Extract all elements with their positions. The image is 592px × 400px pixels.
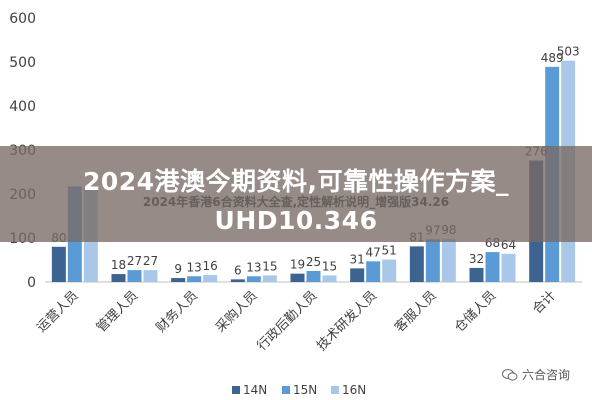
wechat-icon [501, 368, 518, 381]
watermark-text: 六合咨询 [521, 368, 570, 382]
data-label: 9 [174, 262, 182, 276]
x-tick-label: 运营人员 [34, 288, 81, 335]
legend-swatch-16N [331, 386, 339, 394]
bar-15N [127, 270, 142, 282]
y-tick-label: 600 [9, 11, 36, 27]
bar-15N [425, 239, 440, 282]
bar-15N [485, 252, 500, 282]
data-label: 31 [350, 252, 365, 266]
legend-swatch-15N [282, 386, 290, 394]
bar-16N [501, 253, 516, 282]
x-tick-label: 合计 [530, 288, 559, 317]
x-tick-label: 财务人员 [153, 288, 201, 336]
data-label: 13 [246, 260, 261, 274]
data-label: 15 [262, 259, 277, 273]
legend: 14N 15N 16N [232, 383, 366, 397]
data-label: 51 [382, 244, 397, 258]
bar-14N [230, 279, 245, 282]
bar-14N [350, 268, 365, 282]
legend-label: 14N [243, 383, 267, 397]
legend-swatch-14N [232, 386, 240, 394]
x-tick-label: 技术研发人员 [314, 288, 380, 354]
data-label: 32 [469, 252, 484, 266]
legend-label: 15N [293, 383, 317, 397]
legend-label: 16N [342, 383, 366, 397]
bar-15N [187, 276, 202, 282]
bar-16N [203, 274, 218, 282]
overlay-title-line1: 2024港澳今期资料,可靠性操作方案_ [82, 167, 510, 196]
bar-14N [409, 246, 424, 282]
data-label: 15 [322, 259, 337, 273]
data-label: 19 [290, 258, 305, 272]
bar-16N [262, 275, 277, 282]
x-tick-label: 客服人员 [392, 288, 440, 336]
bar-16N [441, 238, 456, 282]
bar-16N [322, 275, 337, 282]
data-label: 18 [111, 258, 126, 272]
overlay-title-line2: UHD10.346 [214, 206, 378, 235]
overlay-banner [0, 146, 592, 242]
y-tick-label: 500 [9, 55, 36, 71]
bar-16N [382, 259, 397, 282]
bar-15N [246, 276, 261, 282]
bar-14N [51, 246, 66, 282]
data-label: 489 [541, 51, 564, 65]
bar-14N [290, 273, 305, 282]
x-tick-label: 采购人员 [213, 288, 261, 336]
y-tick-label: 0 [27, 275, 36, 291]
data-label: 27 [143, 254, 158, 268]
bar-16N [143, 270, 158, 282]
data-label: 503 [557, 45, 580, 59]
bar-14N [171, 278, 186, 282]
y-tick-label: 400 [9, 99, 36, 115]
data-label: 6 [234, 263, 242, 277]
watermark: 六合咨询 [501, 366, 570, 383]
data-label: 16 [203, 259, 218, 273]
x-tick-label: 仓储人员 [452, 288, 499, 335]
data-label: 27 [127, 254, 142, 268]
x-tick-label: 管理人员 [94, 288, 141, 335]
data-label: 47 [366, 245, 381, 259]
bar-15N [306, 271, 321, 282]
data-label: 25 [306, 255, 321, 269]
overlay-subtitle: 2024年香港6合资料大全查,定性解析说明_增强版34.26 [142, 195, 450, 209]
x-tick-label: 行政后勤人员 [255, 288, 321, 354]
bar-15N [366, 261, 381, 282]
data-label: 13 [187, 260, 202, 274]
bar-14N [469, 267, 484, 282]
bar-14N [111, 274, 126, 282]
